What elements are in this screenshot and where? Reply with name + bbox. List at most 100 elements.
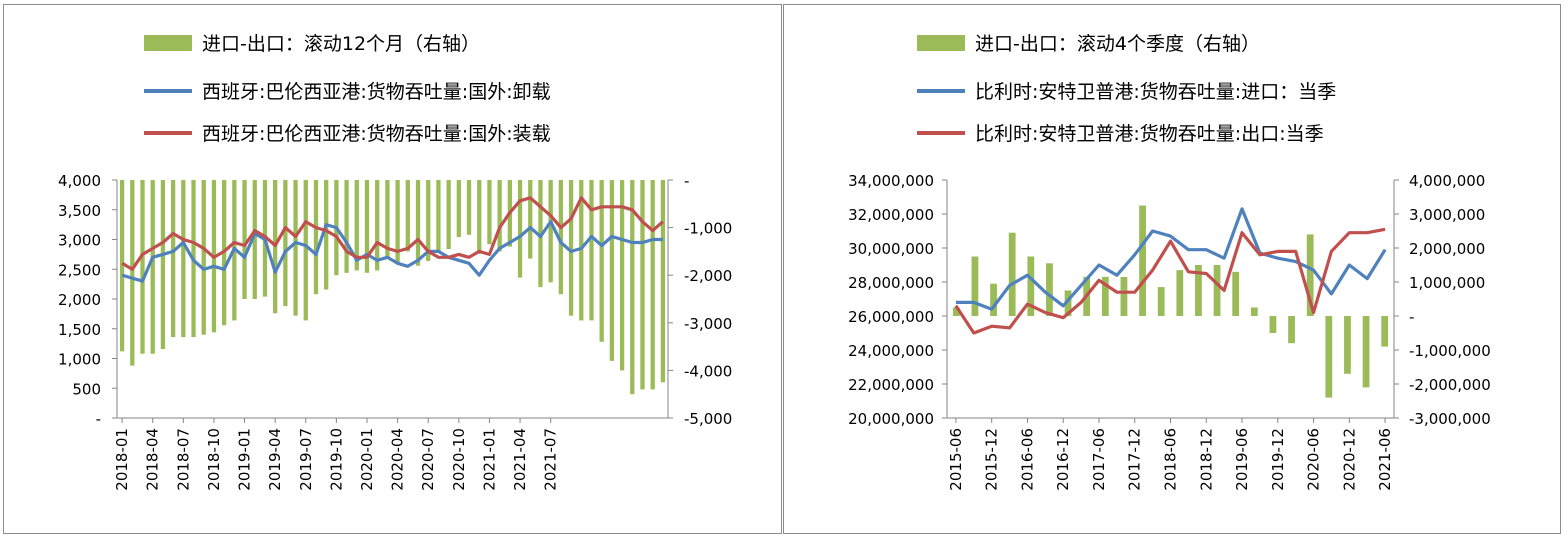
x-tick-label: 2020-07 <box>419 428 437 491</box>
line-series-2 <box>121 196 664 271</box>
bar-valencia-net <box>181 180 186 338</box>
bar-valencia-net <box>568 180 574 316</box>
y-right-tick-label: -3,000 <box>684 315 732 333</box>
bar-valencia-net <box>660 180 666 383</box>
bar-valencia-net <box>201 180 206 335</box>
y-left-tick-label: 2,000 <box>58 291 101 309</box>
y-left-tick-label: 28,000,000 <box>848 274 934 292</box>
y-left-tick-label: 20,000,000 <box>848 410 934 428</box>
bar-valencia-net <box>313 180 319 295</box>
bar-valencia-net <box>548 180 553 283</box>
bar-antwerp-net <box>1008 232 1016 316</box>
x-tick-label: 2019-04 <box>266 428 284 491</box>
y-right-tick-label: -3,000,000 <box>1409 410 1491 428</box>
bar-antwerp-net <box>1157 287 1165 316</box>
bar-antwerp-net <box>1195 265 1202 316</box>
bar-antwerp-net <box>1139 205 1146 316</box>
bar-antwerp-net <box>990 283 997 316</box>
x-tick-label: 2021-07 <box>542 428 560 491</box>
x-tick-label: 2019-10 <box>327 428 345 491</box>
bar-valencia-net <box>395 180 400 264</box>
bar-valencia-net <box>466 180 472 235</box>
x-tick-label: 2015-12 <box>983 428 1001 491</box>
x-tick-label: 2017-06 <box>1090 428 1108 491</box>
y-left-tick-label: 500 <box>72 380 101 398</box>
bar-valencia-net <box>385 180 390 259</box>
y-left-tick-label: 24,000,000 <box>848 342 934 360</box>
x-tick-label: 2019-07 <box>297 428 315 491</box>
bar-valencia-net <box>487 180 492 245</box>
y-right-tick-label: -2,000,000 <box>1409 376 1491 394</box>
bar-antwerp-net <box>1269 316 1277 333</box>
y-right-tick-label: 2,000,000 <box>1409 240 1485 258</box>
bar-valencia-net <box>599 180 604 342</box>
legend-label: 进口-出口：滚动12个月（右轴） <box>202 33 480 55</box>
line-series-2 <box>954 227 1386 335</box>
x-tick-label: 2020-10 <box>450 428 468 491</box>
x-tick-label: 2017-12 <box>1126 428 1144 491</box>
x-tick-label: 2018-06 <box>1162 428 1180 491</box>
y-right-tick-label: -5,000 <box>684 410 732 428</box>
legend-swatch-bar <box>144 35 192 51</box>
y-left-tick-label: 30,000,000 <box>848 240 934 258</box>
bar-valencia-net <box>160 180 166 349</box>
x-tick-label: 2019-01 <box>236 428 254 491</box>
bar-antwerp-net <box>952 307 960 316</box>
y-left-tick-label: 22,000,000 <box>848 376 934 394</box>
bar-antwerp-net <box>1325 316 1333 398</box>
x-tick-label: 2020-06 <box>1305 428 1323 491</box>
x-tick-label: 2020-12 <box>1340 428 1358 491</box>
bar-antwerp-net <box>1101 276 1109 316</box>
bar-valencia-net <box>293 180 298 316</box>
y-right-tick-label: - <box>1409 308 1414 326</box>
y-left-tick-label: 4,000 <box>58 172 101 190</box>
x-tick-label: 2021-06 <box>1376 428 1394 491</box>
y-left-tick-label: 32,000,000 <box>848 206 934 224</box>
bar-antwerp-net <box>1381 316 1389 347</box>
bar-valencia-net <box>589 180 594 321</box>
bar-valencia-net <box>344 180 349 273</box>
bar-valencia-net <box>252 180 257 299</box>
bar-antwerp-net <box>1288 316 1295 344</box>
bar-antwerp-net <box>1306 234 1314 316</box>
x-tick-label: 2015-06 <box>947 428 965 491</box>
bar-valencia-net <box>364 180 370 273</box>
bar-valencia-net <box>415 180 421 266</box>
bar-valencia-net <box>528 180 533 259</box>
bar-antwerp-net <box>1250 307 1258 316</box>
y-right-tick-label: -2,000 <box>684 267 732 285</box>
y-left-tick-label: 34,000,000 <box>848 172 934 190</box>
y-right-tick-label: 1,000,000 <box>1409 274 1485 292</box>
y-right-tick-label: -1,000 <box>684 220 732 238</box>
bar-valencia-net <box>558 180 564 295</box>
chart-valencia: 进口-出口：滚动12个月（右轴） 西班牙:巴伦西亚港:货物吞吐量:国外:卸载西班牙… <box>58 33 732 491</box>
legend-swatch-bar <box>917 35 965 51</box>
x-tick-label: 2018-12 <box>1197 428 1215 491</box>
x-tick-label: 2020-01 <box>358 428 376 491</box>
bar-valencia-net <box>497 180 502 252</box>
bar-valencia-net <box>324 180 329 290</box>
y-left-tick-label: 3,500 <box>58 202 101 220</box>
bar-valencia-net <box>375 180 380 271</box>
bar-antwerp-net <box>1213 265 1221 316</box>
y-right-tick-label: - <box>684 172 689 190</box>
y-left-tick-label: - <box>96 410 101 428</box>
chart-antwerp: 进口-出口：滚动4个季度（右轴） 比利时:安特卫普港:货物吞吐量:进口：当季比利时… <box>848 33 1491 491</box>
bar-valencia-net <box>170 180 176 338</box>
bar-valencia-net <box>242 180 247 299</box>
bar-valencia-net <box>283 180 288 307</box>
bar-valencia-net <box>477 180 482 254</box>
legend-label: 进口-出口：滚动4个季度（右轴） <box>975 33 1260 55</box>
y-left-tick-label: 3,000 <box>58 232 101 250</box>
x-tick-label: 2019-12 <box>1269 428 1287 491</box>
y-right-tick-label: -1,000,000 <box>1409 342 1491 360</box>
y-left-tick-label: 2,500 <box>58 261 101 279</box>
bar-valencia-net <box>119 180 125 352</box>
x-tick-label: 2018-01 <box>113 428 131 491</box>
bar-valencia-net <box>303 180 308 321</box>
bar-antwerp-net <box>1362 316 1370 388</box>
bar-valencia-net <box>650 180 655 390</box>
x-tick-label: 2016-06 <box>1018 428 1036 491</box>
bar-valencia-net <box>140 180 145 354</box>
line-series-1 <box>121 220 663 283</box>
